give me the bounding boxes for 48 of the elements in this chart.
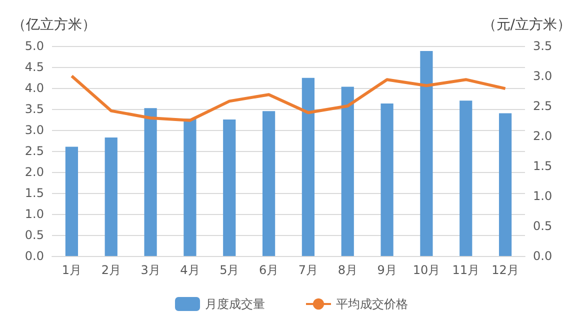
x-tick-label: 3月: [140, 263, 160, 277]
y2-tick-label: 3.5: [533, 39, 552, 53]
y-tick-label: 1.5: [24, 186, 44, 200]
bar: [420, 51, 433, 256]
x-tick-label: 4月: [180, 263, 200, 277]
bar: [498, 113, 512, 256]
y-tick-label: 3.0: [24, 123, 44, 137]
bar: [262, 111, 276, 256]
y2-tick-label: 0.0: [533, 249, 552, 263]
y-tick-label: 2.5: [24, 144, 44, 158]
y2-tick-label: 1.5: [533, 159, 552, 173]
y2-tick-label: 1.0: [533, 189, 552, 203]
y-tick-label: 5.0: [24, 39, 44, 53]
bar: [65, 146, 78, 256]
bar: [302, 78, 315, 256]
x-tick-label: 6月: [258, 263, 279, 277]
y-tick-label: 3.5: [24, 102, 44, 116]
bar: [380, 104, 394, 256]
y-tick-label: 2.0: [24, 165, 44, 179]
y-tick-label: 4.5: [24, 60, 44, 74]
x-tick-label: 7月: [298, 263, 318, 277]
legend-label: 月度成交量: [205, 297, 265, 311]
y2-tick-label: 3.0: [533, 69, 552, 83]
x-tick-label: 2月: [101, 263, 121, 277]
x-tick-label: 10月: [412, 263, 440, 277]
y2-tick-label: 0.5: [533, 219, 552, 233]
bar: [104, 138, 118, 256]
y-tick-label: 1.0: [24, 207, 44, 221]
bar: [223, 120, 236, 256]
line-series: [70, 74, 507, 122]
legend-label: 平均成交价格: [336, 297, 408, 311]
y2-tick-label: 2.5: [533, 99, 552, 113]
y-axis-title: （亿立方米）: [12, 17, 96, 33]
bar: [144, 108, 157, 256]
x-tick-label: 8月: [338, 263, 358, 277]
y-tick-label: 0.0: [24, 249, 44, 263]
y-tick-label: 4.0: [24, 81, 44, 95]
bar: [184, 118, 196, 256]
x-tick-label: 9月: [377, 263, 397, 277]
x-tick-label: 12月: [492, 263, 519, 277]
x-tick-label: 11月: [452, 263, 480, 277]
y2-tick-label: 2.0: [533, 129, 552, 143]
bar: [341, 86, 354, 256]
bar: [460, 100, 472, 256]
y2-axis-title: （元/立方米）: [482, 17, 571, 33]
x-tick-label: 1月: [62, 263, 82, 277]
y-tick-label: 0.5: [24, 228, 44, 242]
x-tick-label: 5月: [220, 263, 240, 277]
